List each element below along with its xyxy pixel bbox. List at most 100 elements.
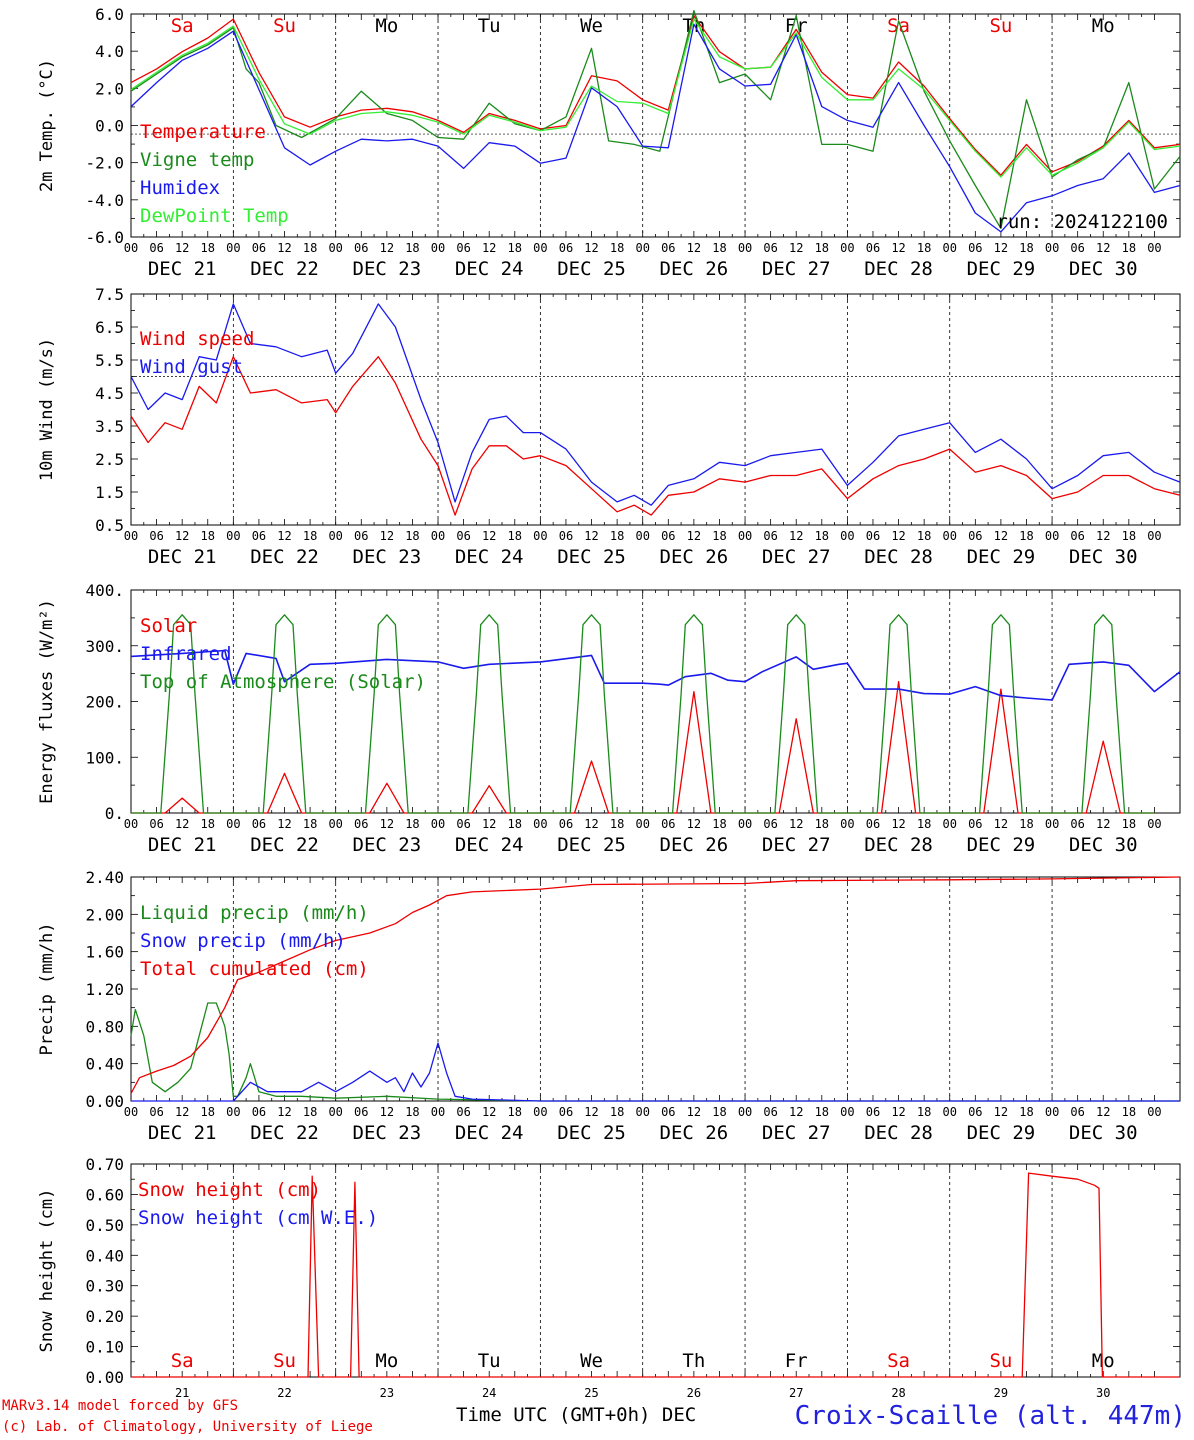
- hour-tick-label: 06: [252, 817, 266, 831]
- hour-tick-label: 18: [1019, 1105, 1033, 1119]
- legend-infrared: Infrared: [140, 643, 232, 665]
- hour-tick-label: 06: [456, 817, 470, 831]
- y-axis-title: 2m Temp. (°C): [37, 59, 57, 192]
- hour-tick-label: 00: [226, 241, 240, 255]
- hour-tick-label: 12: [584, 1105, 598, 1119]
- hour-tick-label: 06: [456, 241, 470, 255]
- series-liquid-precip-mm-h: [130, 1002, 1180, 1102]
- date-label: DEC 23: [353, 546, 422, 568]
- hour-tick-label: 00: [943, 241, 957, 255]
- weekday-label: Mo: [1092, 1350, 1115, 1372]
- hour-tick-label: 18: [201, 1105, 215, 1119]
- hour-tick-label: 06: [866, 817, 880, 831]
- y-tick-label: 1.60: [85, 943, 124, 962]
- hour-tick-label: 06: [1070, 529, 1084, 543]
- hour-tick-label: 00: [840, 529, 854, 543]
- hour-tick-label: 18: [815, 241, 829, 255]
- y-tick-label: -4.0: [85, 191, 124, 210]
- day-number-label: 26: [687, 1386, 701, 1400]
- date-label: DEC 29: [967, 1122, 1036, 1144]
- hour-tick-label: 06: [559, 241, 573, 255]
- date-label: DEC 29: [967, 546, 1036, 568]
- hour-tick-label: 18: [1019, 817, 1033, 831]
- hour-tick-label: 00: [943, 1105, 957, 1119]
- series-total-cumulated-cm: [130, 876, 1181, 1094]
- hour-tick-label: 18: [508, 529, 522, 543]
- hour-tick-label: 06: [866, 529, 880, 543]
- hour-tick-label: 12: [584, 529, 598, 543]
- y-tick-label: 0.0: [95, 117, 124, 136]
- series-top-of-atmosphere-solar: [131, 614, 1155, 814]
- hour-tick-label: 12: [994, 529, 1008, 543]
- hour-tick-label: 12: [789, 529, 803, 543]
- y-tick-label: 2.5: [95, 450, 124, 469]
- hour-tick-label: 18: [610, 1105, 624, 1119]
- date-label: DEC 22: [250, 834, 319, 856]
- hour-tick-label: 00: [533, 1105, 547, 1119]
- date-label: DEC 21: [148, 834, 217, 856]
- plot-frame: [130, 589, 1181, 814]
- series-snow-height-cm: [131, 1172, 1180, 1378]
- hour-tick-label: 06: [1070, 1105, 1084, 1119]
- hour-tick-label: 00: [635, 529, 649, 543]
- y-tick-label: 1.20: [85, 980, 124, 999]
- weekday-label: Tu: [478, 1350, 501, 1372]
- date-label: DEC 30: [1069, 1122, 1138, 1144]
- date-label: DEC 21: [148, 1122, 217, 1144]
- weekday-label: Mo: [375, 1350, 398, 1372]
- weekday-label: We: [580, 15, 603, 37]
- y-tick-label: 100.: [85, 748, 124, 767]
- hour-tick-label: 00: [943, 529, 957, 543]
- y-tick-label: 200.: [85, 693, 124, 712]
- weekday-label: Su: [989, 1350, 1012, 1372]
- hour-tick-label: 12: [482, 817, 496, 831]
- y-tick-label: 2.40: [85, 868, 124, 887]
- hour-tick-label: 18: [1019, 241, 1033, 255]
- series-humidex: [130, 23, 1181, 233]
- date-label: DEC 30: [1069, 258, 1138, 280]
- y-tick-label: -6.0: [85, 228, 124, 247]
- date-label: DEC 28: [864, 546, 933, 568]
- hour-tick-label: 00: [1147, 817, 1161, 831]
- weekday-label: Mo: [1092, 15, 1115, 37]
- station-title: Croix-Scaille (alt. 447m): [794, 1401, 1186, 1431]
- day-number-label: 23: [380, 1386, 394, 1400]
- day-number-label: 30: [1096, 1386, 1110, 1400]
- hour-tick-label: 00: [635, 241, 649, 255]
- hour-tick-label: 12: [482, 1105, 496, 1119]
- date-label: DEC 26: [660, 258, 729, 280]
- legend-top-of-atmosphere-solar: Top of Atmosphere (Solar): [140, 671, 426, 693]
- date-label: DEC 24: [455, 546, 524, 568]
- hour-tick-label: 00: [431, 817, 445, 831]
- series-dewpoint-temp: [130, 18, 1181, 178]
- y-tick-label: -2.0: [85, 154, 124, 173]
- y-tick-label: 0.00: [85, 1368, 124, 1387]
- hour-tick-label: 12: [175, 529, 189, 543]
- hour-tick-label: 12: [1096, 241, 1110, 255]
- hour-tick-label: 00: [124, 529, 138, 543]
- hour-tick-label: 00: [1045, 1105, 1059, 1119]
- hour-tick-label: 18: [712, 241, 726, 255]
- weekday-label: Th: [682, 1350, 705, 1372]
- hour-tick-label: 00: [533, 529, 547, 543]
- legend-solar: Solar: [140, 615, 197, 637]
- hour-tick-label: 00: [840, 1105, 854, 1119]
- date-label: DEC 27: [762, 546, 831, 568]
- hour-tick-label: 12: [994, 1105, 1008, 1119]
- hour-tick-label: 12: [789, 241, 803, 255]
- date-label: DEC 22: [250, 1122, 319, 1144]
- hour-tick-label: 12: [789, 1105, 803, 1119]
- hour-tick-label: 06: [968, 1105, 982, 1119]
- hour-tick-label: 18: [815, 1105, 829, 1119]
- hour-tick-label: 12: [380, 241, 394, 255]
- hour-tick-label: 12: [687, 241, 701, 255]
- legend-liquid-precip-mm-h: Liquid precip (mm/h): [140, 902, 369, 924]
- hour-tick-label: 18: [508, 241, 522, 255]
- y-tick-label: 2.00: [85, 905, 124, 924]
- y-tick-label: 6.5: [95, 318, 124, 337]
- hour-tick-label: 12: [891, 817, 905, 831]
- y-axis-title: Precip (mm/h): [37, 922, 57, 1055]
- hour-tick-label: 18: [1122, 1105, 1136, 1119]
- hour-tick-label: 12: [175, 817, 189, 831]
- hour-tick-label: 00: [738, 1105, 752, 1119]
